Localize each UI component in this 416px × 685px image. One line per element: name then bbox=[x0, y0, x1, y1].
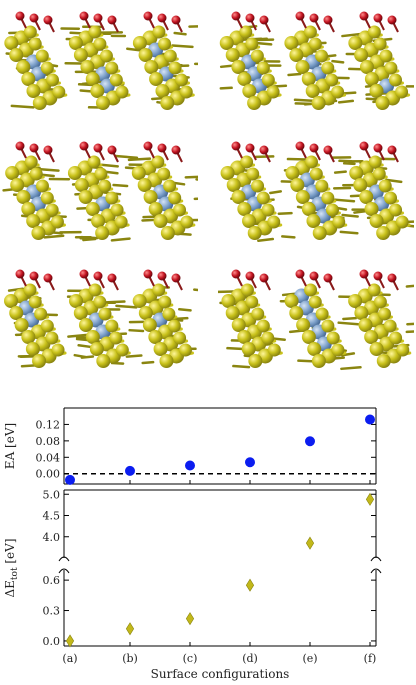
ea-ytick-label: 0.04 bbox=[36, 451, 61, 464]
ea-ytick-label: 0.08 bbox=[36, 435, 61, 448]
structure-panel-d bbox=[220, 141, 414, 243]
de-point-c bbox=[185, 612, 195, 626]
de-point-e bbox=[305, 536, 315, 550]
de-upper-ytick-label: 4.0 bbox=[43, 531, 61, 544]
de-upper-ytick-label: 4.5 bbox=[43, 510, 61, 523]
ea-ytick-label: 0.12 bbox=[36, 418, 61, 431]
x-tick-label: (f) bbox=[364, 652, 377, 665]
de-lower-ytick-label: 0.6 bbox=[43, 574, 61, 587]
structure-panel-f bbox=[218, 269, 414, 371]
de-lower-ytick-label: 0.0 bbox=[43, 635, 61, 648]
structure-panel-a bbox=[4, 11, 198, 110]
x-axis-label: Surface configurations bbox=[151, 667, 290, 681]
ea-chart: 0.00 0.04 0.08 0.12 EA [eV] bbox=[3, 407, 377, 485]
ea-point-d bbox=[245, 457, 255, 468]
structure-panel-c bbox=[2, 141, 198, 242]
axis-break-mark-lower-1 bbox=[370, 568, 382, 574]
axis-break-mark-upper-0 bbox=[58, 556, 70, 562]
ea-point-c bbox=[185, 460, 195, 471]
ea-ytick-label: 0.00 bbox=[36, 468, 61, 481]
de-point-d bbox=[245, 578, 255, 592]
x-tick-label: (b) bbox=[122, 652, 138, 665]
de-upper-ytick-label: 5.0 bbox=[43, 488, 61, 501]
de-point-a bbox=[65, 634, 75, 648]
structure-panel-e bbox=[4, 269, 198, 368]
x-tick-label: (d) bbox=[242, 652, 258, 665]
de-lower-ytick-label: 0.3 bbox=[43, 605, 61, 618]
de-ylabel: ΔEtot [eV] bbox=[3, 538, 20, 597]
x-tick-label: (a) bbox=[62, 652, 77, 665]
delta-e-chart: 4.0 4.5 5.0 0.0 0.3 0.6 (a) (b) (c) (d) (e) (f) ΔEto… bbox=[3, 488, 382, 681]
x-tick-label: (c) bbox=[183, 652, 198, 665]
de-point-f bbox=[365, 492, 375, 506]
structure-panel-b bbox=[219, 11, 414, 110]
de-point-b bbox=[125, 622, 135, 636]
ea-point-b bbox=[125, 465, 135, 476]
axis-break-mark-lower-0 bbox=[58, 568, 70, 574]
ea-point-a bbox=[65, 474, 75, 485]
x-tick-label: (e) bbox=[302, 652, 317, 665]
ea-point-e bbox=[305, 436, 315, 447]
ea-point-f bbox=[365, 414, 375, 425]
ea-ylabel: EA [eV] bbox=[3, 423, 17, 469]
axis-break-mark-upper-1 bbox=[370, 556, 382, 562]
